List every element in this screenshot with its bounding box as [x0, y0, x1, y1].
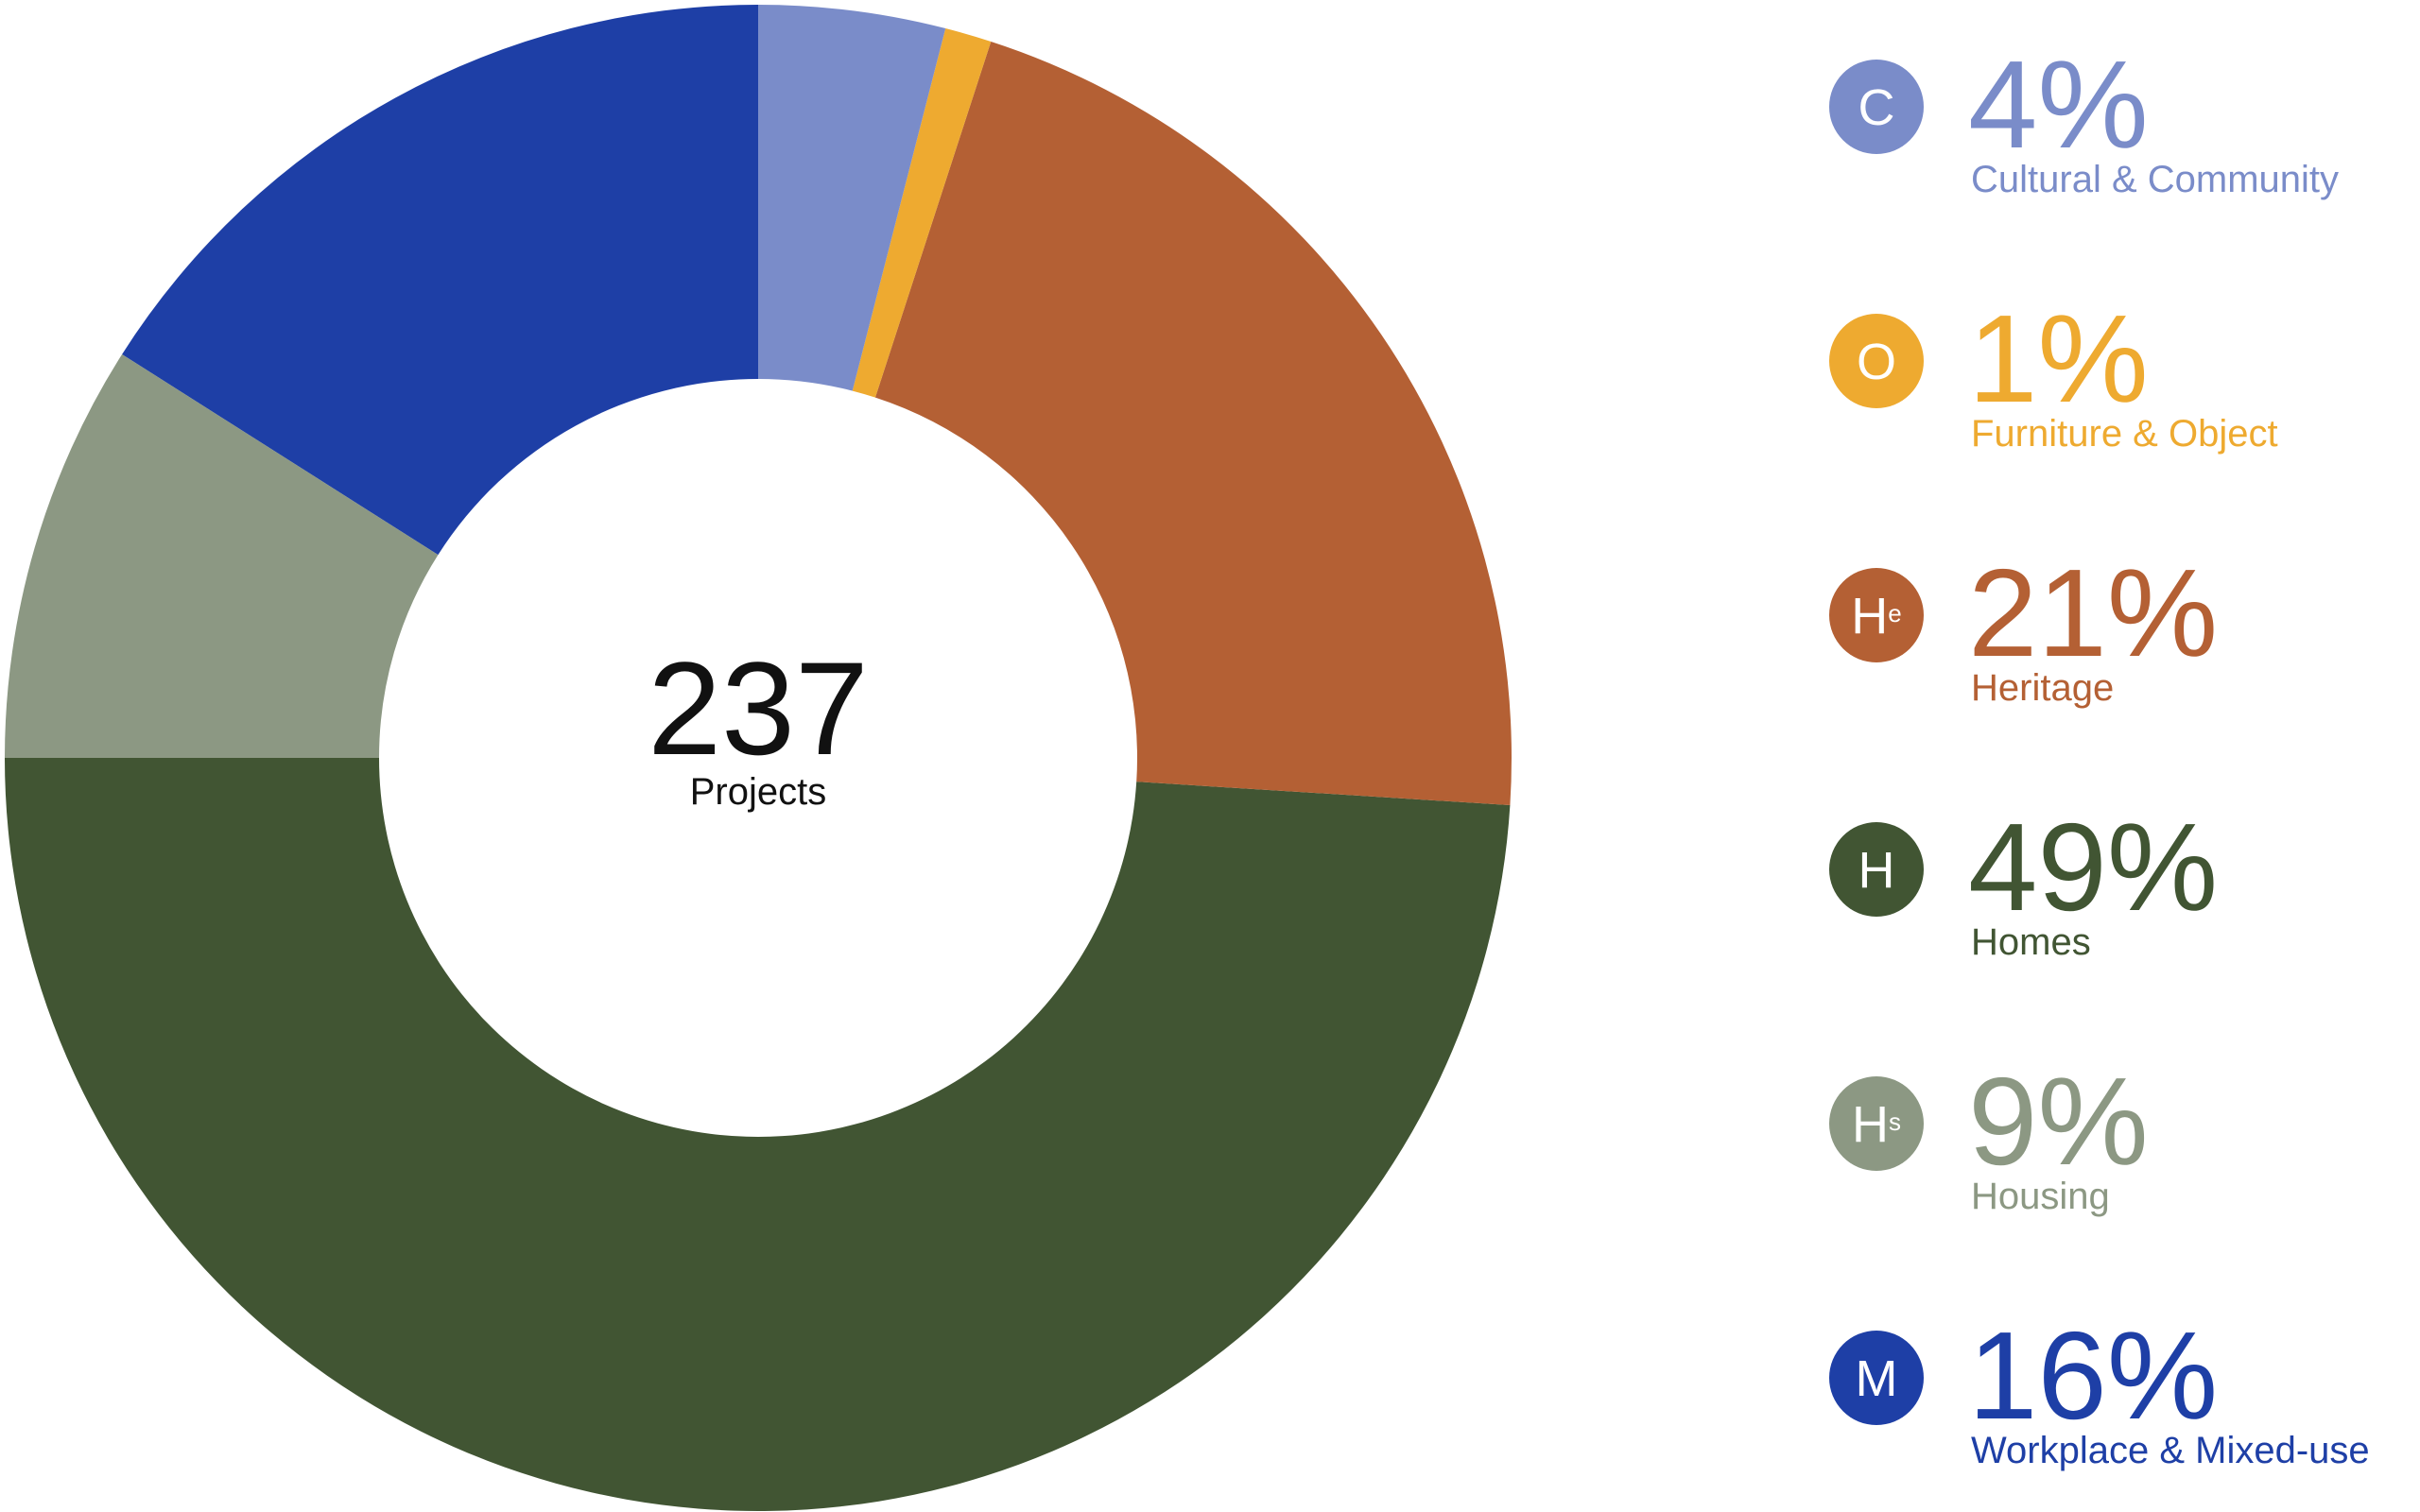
legend-icon-letter: H	[1858, 842, 1895, 899]
legend-icon-letter: Hs	[1852, 1096, 1901, 1153]
legend-value: 16%	[1968, 1306, 2218, 1445]
legend-value: 21%	[1968, 543, 2218, 682]
donut-slice	[5, 353, 439, 758]
legend-icon	[1829, 314, 1924, 408]
donut-slice	[874, 42, 1512, 806]
legend-icon	[1829, 822, 1924, 917]
legend-value: 9%	[1968, 1052, 2149, 1191]
donut-slice	[122, 5, 758, 556]
legend-icon	[1829, 568, 1924, 662]
legend-icon-letter: O	[1857, 334, 1896, 390]
center-label: Projects	[690, 771, 827, 813]
legend-label: Heritage	[1971, 667, 2114, 709]
legend-icon-letter: He	[1851, 588, 1901, 644]
donut-slice	[852, 28, 992, 398]
donut-slice	[5, 758, 1511, 1511]
legend-icon	[1829, 1076, 1924, 1171]
legend-label: Workplace & Mixed-use	[1971, 1430, 2370, 1471]
legend-value: 1%	[1968, 289, 2149, 428]
legend-label: Homes	[1971, 921, 2091, 963]
legend-label: Furniture & Object	[1971, 413, 2278, 455]
legend-value: 4%	[1968, 35, 2149, 174]
legend-label: Housing	[1971, 1176, 2110, 1217]
legend-label: Cultural & Community	[1971, 159, 2339, 200]
center-value: 237	[648, 634, 869, 782]
legend-icon	[1829, 60, 1924, 154]
legend-icon-letter: C	[1858, 79, 1895, 136]
legend-value: 49%	[1968, 798, 2218, 936]
legend-icon-letter: M	[1856, 1350, 1898, 1407]
donut-slice	[758, 5, 946, 391]
legend-icon	[1829, 1331, 1924, 1425]
